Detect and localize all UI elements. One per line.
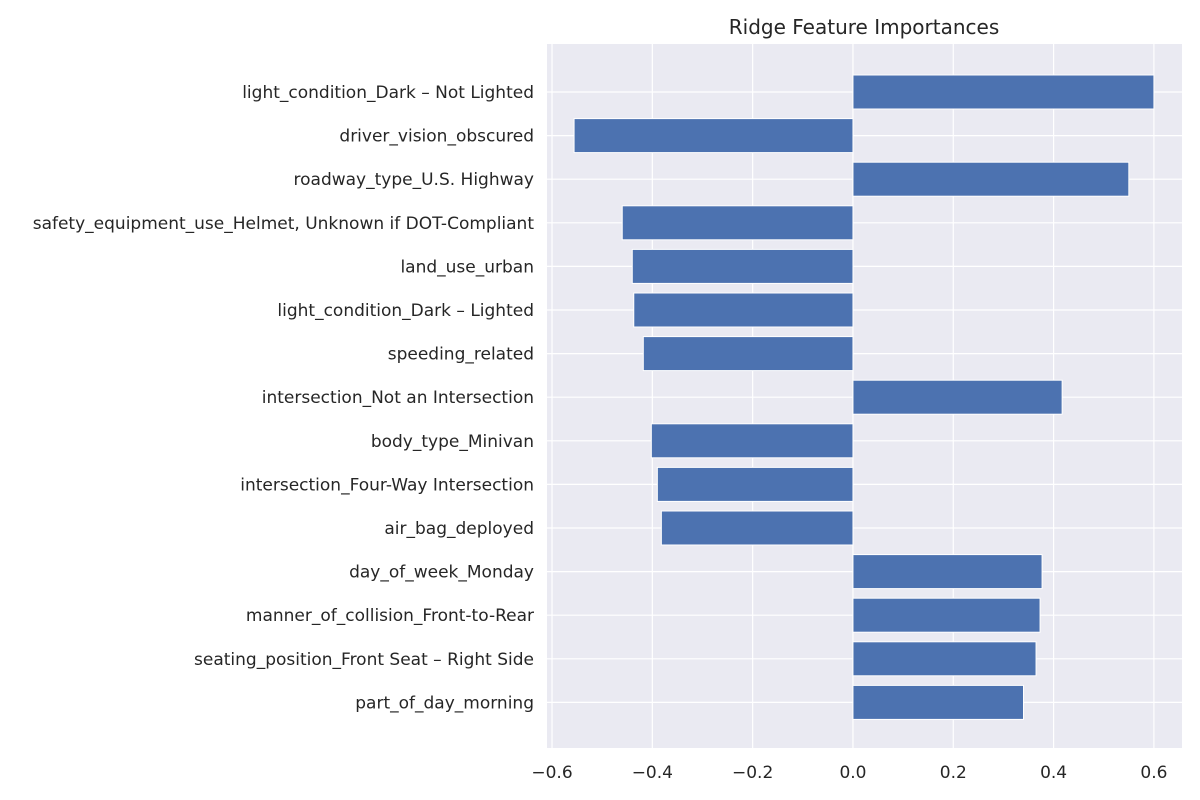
bar bbox=[656, 466, 854, 502]
bar bbox=[852, 161, 1130, 197]
bar bbox=[852, 641, 1037, 677]
category-label: driver_vision_obscured bbox=[339, 127, 534, 147]
category-label: light_condition_Dark – Not Lighted bbox=[242, 83, 534, 103]
category-label: safety_equipment_use_Helmet, Unknown if … bbox=[33, 214, 535, 234]
bar bbox=[642, 336, 854, 372]
category-label: land_use_urban bbox=[400, 257, 534, 277]
x-tick-label: 0.0 bbox=[839, 763, 866, 783]
category-label: manner_of_collision_Front-to-Rear bbox=[246, 606, 534, 626]
category-label: day_of_week_Monday bbox=[349, 563, 534, 583]
x-tick-label: 0.4 bbox=[1040, 763, 1067, 783]
bar bbox=[631, 248, 854, 284]
bar bbox=[852, 597, 1041, 633]
category-label: light_condition_Dark – Lighted bbox=[277, 301, 534, 321]
category-label: intersection_Not an Intersection bbox=[262, 388, 534, 408]
category-label: seating_position_Front Seat – Right Side bbox=[194, 650, 534, 670]
bar bbox=[573, 118, 854, 154]
bar bbox=[852, 684, 1025, 720]
category-label: speeding_related bbox=[388, 345, 534, 365]
category-label: air_bag_deployed bbox=[384, 519, 534, 539]
bar bbox=[650, 423, 854, 459]
category-label: body_type_Minivan bbox=[371, 432, 534, 452]
x-axis-ticks: −0.6 −0.4 −0.2 0.0 0.2 0.4 0.6 bbox=[531, 763, 1167, 783]
category-label: intersection_Four-Way Intersection bbox=[240, 475, 534, 495]
bar bbox=[621, 205, 854, 241]
category-label: part_of_day_morning bbox=[355, 693, 534, 713]
x-tick-label: 0.2 bbox=[940, 763, 967, 783]
category-label: roadway_type_U.S. Highway bbox=[294, 170, 534, 190]
category-labels: light_condition_Dark – Not Lighted driver… bbox=[33, 83, 535, 713]
bar bbox=[633, 292, 854, 328]
bars bbox=[573, 74, 1155, 720]
x-tick-label: −0.4 bbox=[632, 763, 673, 783]
x-tick-label: −0.2 bbox=[732, 763, 773, 783]
chart-title: Ridge Feature Importances bbox=[729, 15, 999, 39]
bar bbox=[660, 510, 854, 546]
x-tick-label: 0.6 bbox=[1140, 763, 1167, 783]
x-tick-label: −0.6 bbox=[531, 763, 572, 783]
bar bbox=[852, 379, 1063, 415]
bar bbox=[852, 554, 1043, 590]
bar bbox=[852, 74, 1155, 110]
